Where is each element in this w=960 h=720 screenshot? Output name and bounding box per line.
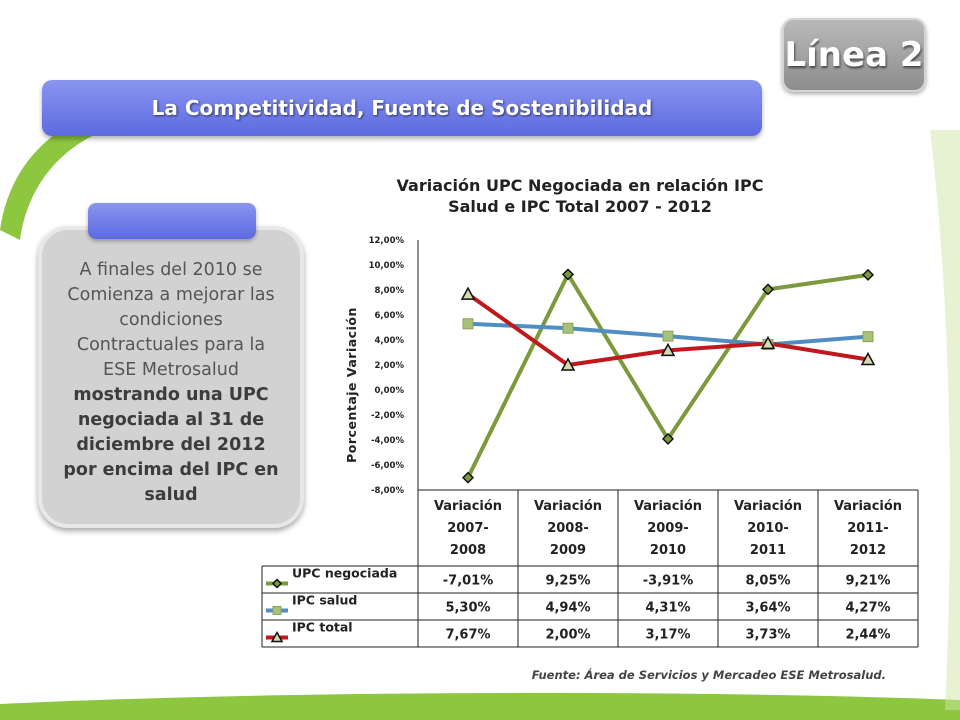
table-cell-value: 7,67% [445, 628, 490, 643]
category-label: 2012 [850, 543, 886, 558]
data-point [760, 335, 776, 350]
linea-badge-label: Línea 2 [784, 35, 924, 75]
y-tick-label: 10,00% [369, 261, 405, 271]
y-tick-label: 8,00% [375, 286, 405, 296]
chart-title: Variación UPC Negociada en relación IPC … [396, 176, 764, 216]
linea-badge: Línea 2 [782, 18, 926, 92]
category-label: 2010 [650, 543, 686, 558]
category-label: 2011 [750, 543, 786, 558]
table-cell-value: 9,25% [545, 574, 590, 589]
y-tick-label: -6,00% [371, 461, 404, 471]
y-tick-label: -2,00% [371, 411, 404, 421]
data-point [861, 268, 875, 281]
category-label: 2010- [747, 521, 789, 536]
data-point [862, 331, 874, 343]
note-box: A finales del 2010 se Comienza a mejorar… [38, 226, 304, 528]
series-line [466, 272, 869, 479]
legend-marker [272, 606, 282, 615]
y-tick-label: 0,00% [375, 386, 405, 396]
y-tick-label: 2,00% [375, 361, 405, 371]
table-cell-value: 4,31% [645, 601, 690, 616]
note-text: A finales del 2010 se Comienza a mejorar… [67, 260, 275, 380]
category-label: 2009 [550, 543, 586, 558]
banner-title: La Competitividad, Fuente de Sostenibili… [151, 96, 653, 120]
section-banner: La Competitividad, Fuente de Sostenibili… [42, 80, 762, 136]
category-label: Variación [834, 499, 902, 514]
table-cell-value: 2,44% [845, 628, 890, 643]
data-point [462, 318, 474, 330]
series-name-label: IPC salud [292, 593, 357, 608]
table-cell-value: 8,05% [745, 574, 790, 589]
y-tick-label: 4,00% [375, 336, 405, 346]
data-point [460, 286, 476, 300]
data-point [662, 330, 674, 342]
y-tick-label: -4,00% [371, 436, 404, 446]
series-name-label: UPC negociada [292, 566, 397, 581]
category-label: Variación [534, 499, 602, 514]
table-cell-value: 4,27% [845, 601, 890, 616]
category-label: 2009- [647, 521, 689, 536]
source-note: Fuente: Área de Servicios y Mercadeo ESE… [531, 668, 886, 682]
table-cell-value: -3,91% [643, 574, 694, 589]
data-point [660, 342, 676, 357]
data-point [461, 471, 475, 484]
data-point [761, 283, 775, 296]
legend-marker [271, 578, 283, 589]
category-label: Variación [634, 499, 702, 514]
table-cell-value: 4,94% [545, 601, 590, 616]
table-cell-value: 2,00% [545, 628, 590, 643]
y-axis-label: Porcentaje Variación [344, 307, 359, 463]
table-cell-value: 5,30% [445, 601, 490, 616]
category-label: 2011- [847, 521, 889, 536]
y-tick-label: -8,00% [371, 486, 404, 496]
legend-marker [270, 630, 284, 643]
data-point [561, 268, 575, 281]
category-label: Variación [434, 499, 502, 514]
category-label: 2008- [547, 521, 589, 536]
data-point [560, 357, 576, 371]
note-tab [88, 203, 256, 239]
table-cell-value: 3,73% [745, 628, 790, 643]
data-point [860, 351, 876, 366]
y-tick-label: 6,00% [375, 311, 405, 321]
table-cell-value: 3,64% [745, 601, 790, 616]
data-point [661, 432, 675, 445]
category-label: 2007- [447, 521, 489, 536]
data-point [562, 322, 574, 334]
series-name-label: IPC total [292, 620, 353, 635]
category-label: 2008 [450, 543, 486, 558]
table-cell-value: 9,21% [845, 574, 890, 589]
table-cell-value: -7,01% [443, 574, 494, 589]
note-text-bold: mostrando una UPC negociada al 31 de dic… [63, 385, 279, 505]
category-label: Variación [734, 499, 802, 514]
table-cell-value: 3,17% [645, 628, 690, 643]
y-tick-label: 12,00% [369, 236, 405, 246]
